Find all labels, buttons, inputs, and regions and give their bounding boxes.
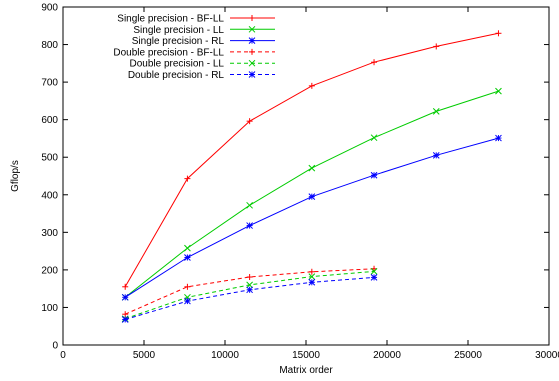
legend-marker	[249, 15, 255, 21]
y-tick-label: 700	[41, 78, 58, 89]
data-point	[433, 43, 440, 50]
legend-label: Single precision - RL	[132, 36, 225, 47]
data-point	[184, 175, 191, 182]
data-point	[121, 293, 129, 301]
y-tick-label: 800	[41, 40, 58, 51]
legend-label: Single precision - LL	[133, 25, 224, 36]
legend-item: Double precision - LL	[130, 59, 275, 70]
data-point	[184, 283, 191, 290]
data-point	[184, 297, 191, 305]
y-tick-label: 100	[41, 303, 58, 314]
y-tick-label: 300	[41, 228, 58, 239]
x-tick-label: 15000	[292, 350, 320, 361]
data-point	[308, 268, 315, 275]
y-tick-label: 200	[41, 265, 58, 276]
legend-label: Double precision - RL	[128, 70, 225, 81]
data-point	[121, 316, 129, 323]
data-point	[308, 273, 316, 281]
data-point	[184, 244, 191, 252]
legend-item: Single precision - RL	[132, 36, 275, 47]
x-tick-label: 10000	[211, 350, 239, 361]
data-point	[246, 286, 253, 294]
data-point	[370, 134, 378, 142]
series-line	[125, 276, 375, 320]
data-point	[370, 268, 378, 275]
legend-marker	[248, 71, 256, 78]
data-point	[184, 254, 191, 261]
data-point	[308, 193, 316, 201]
data-point	[122, 311, 129, 318]
data-point	[308, 164, 316, 172]
y-tick-label: 0	[52, 341, 58, 352]
data-point	[371, 59, 378, 66]
x-tick-label: 20000	[373, 350, 401, 361]
legend-label: Double precision - BF-LL	[113, 47, 224, 58]
series-1	[122, 30, 502, 290]
data-point	[308, 82, 315, 89]
data-point	[495, 30, 502, 37]
legend-marker	[248, 25, 256, 33]
data-point	[432, 151, 440, 159]
data-point	[370, 171, 378, 179]
data-point	[122, 283, 129, 290]
series-layer	[121, 30, 502, 323]
series-6	[121, 274, 378, 323]
data-point	[432, 108, 440, 115]
series-3	[121, 134, 502, 301]
legend-item: Double precision - RL	[128, 70, 275, 81]
legend-item: Single precision - BF-LL	[117, 14, 275, 25]
legend-label: Single precision - BF-LL	[117, 14, 224, 25]
data-point	[246, 201, 253, 209]
y-tick-label: 400	[41, 190, 58, 201]
y-axis-label: Gflop/s	[10, 160, 21, 192]
data-point	[370, 274, 378, 281]
data-point	[246, 118, 253, 125]
data-point	[495, 134, 502, 142]
y-tick-label: 500	[41, 153, 58, 164]
x-tick-label: 25000	[454, 350, 482, 361]
x-axis-label: Matrix order	[279, 365, 333, 376]
data-point	[246, 281, 253, 289]
legend-item: Single precision - LL	[133, 25, 275, 36]
legend-marker	[248, 37, 256, 44]
x-tick-label: 5000	[133, 350, 156, 361]
data-point	[246, 274, 253, 281]
y-tick-label: 600	[41, 115, 58, 126]
legend-item: Double precision - BF-LL	[113, 47, 275, 58]
data-point	[246, 222, 253, 229]
plot-frame	[62, 6, 550, 346]
legend-marker	[248, 59, 256, 67]
legend-label: Double precision - LL	[130, 59, 225, 70]
data-point	[495, 87, 502, 95]
x-tick-label: 0	[60, 350, 66, 361]
legend-marker	[249, 48, 255, 55]
series-5	[121, 268, 378, 323]
y-tick-label: 900	[41, 3, 58, 14]
series-line	[124, 268, 375, 315]
data-point	[308, 278, 316, 286]
